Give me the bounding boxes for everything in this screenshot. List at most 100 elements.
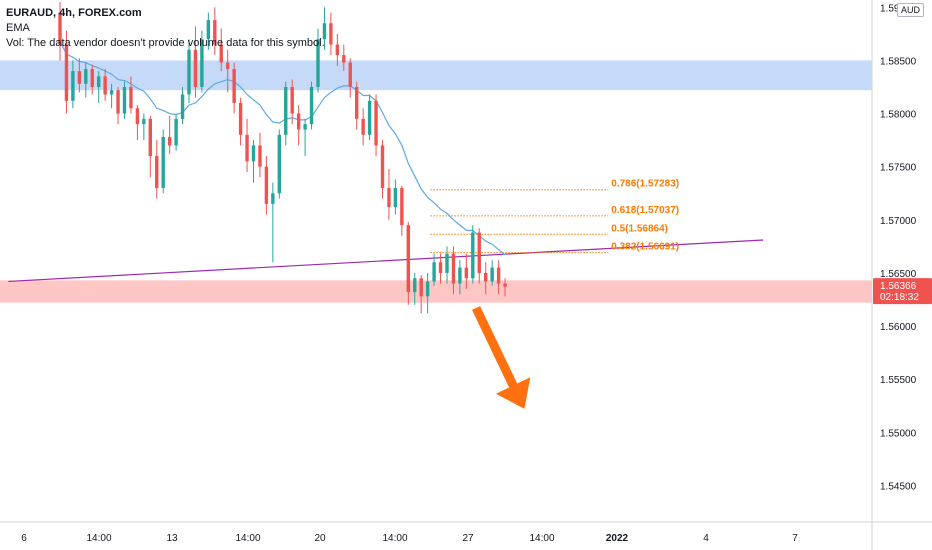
candle: [380, 140, 385, 199]
current-price-value: 1.56366: [880, 281, 917, 292]
time-tick-label: 20: [314, 533, 326, 544]
price-tick-label: 1.57500: [880, 163, 917, 174]
price-tick-label: 1.55000: [880, 428, 917, 439]
currency-label[interactable]: AUD: [896, 3, 924, 17]
candle: [251, 140, 256, 183]
symbol-title[interactable]: EURAUD, 4h, FOREX.com: [6, 7, 142, 19]
candle: [374, 94, 378, 157]
candle-body: [432, 262, 436, 282]
candle: [361, 108, 365, 146]
candle: [174, 113, 178, 151]
candle: [116, 87, 120, 125]
candle-body: [490, 267, 494, 282]
time-tick-label: 14:00: [86, 533, 111, 544]
candle: [367, 94, 372, 141]
ema-legend[interactable]: EMA: [6, 22, 30, 34]
candle-body: [316, 39, 320, 87]
candle: [445, 246, 449, 284]
candle-body: [64, 44, 69, 101]
candle-body: [232, 68, 236, 103]
candle: [180, 87, 185, 125]
candle-body: [290, 87, 294, 114]
candle-body: [387, 187, 391, 208]
candle: [213, 7, 217, 56]
candle: [206, 12, 211, 50]
candle: [84, 62, 88, 98]
candle-body: [161, 136, 165, 188]
support-zone: [0, 280, 872, 303]
candle: [329, 12, 333, 56]
time-tick-label: 7: [792, 533, 798, 544]
candle-body: [103, 76, 107, 95]
candle: [64, 30, 69, 114]
candle-body: [129, 87, 133, 109]
candle-body: [342, 55, 346, 63]
candle: [471, 225, 475, 284]
candle-body: [335, 44, 340, 56]
candle-body: [109, 90, 114, 95]
candle-body: [309, 87, 314, 125]
candle-body: [367, 100, 372, 135]
candle: [400, 185, 404, 236]
candle-body: [238, 102, 243, 135]
candle-body: [155, 156, 159, 188]
price-tick-label: 1.56000: [880, 322, 917, 333]
candle: [496, 260, 501, 295]
candle-body: [180, 94, 185, 119]
time-tick-label: 14:00: [235, 533, 260, 544]
candle-body: [142, 118, 146, 125]
candle-body: [84, 68, 88, 84]
candle-body: [329, 23, 333, 45]
candle: [290, 79, 294, 125]
price-tick-label: 1.56500: [880, 269, 917, 280]
candle-body: [200, 39, 204, 87]
candle-body: [348, 62, 352, 87]
candle: [135, 105, 140, 141]
candle-body: [174, 118, 178, 146]
candle-body: [284, 87, 288, 135]
candle-body: [464, 267, 469, 279]
candle-body: [245, 134, 249, 162]
candle-body: [135, 108, 140, 125]
candle: [187, 39, 191, 103]
candle: [264, 156, 269, 215]
candle-body: [322, 23, 327, 40]
candle: [484, 262, 488, 295]
down-arrow: [472, 306, 531, 409]
candle-body: [122, 87, 127, 114]
price-tag-bg: [873, 278, 932, 305]
candle-body: [445, 253, 449, 273]
candle-body: [116, 90, 120, 114]
candle-body: [400, 187, 404, 226]
candle: [316, 28, 320, 93]
candle-body: [380, 145, 385, 188]
time-tick-label: 13: [166, 533, 178, 544]
candle: [438, 253, 443, 284]
candle: [58, 2, 62, 61]
candle-body: [193, 49, 198, 87]
candle: [451, 246, 456, 295]
candle: [335, 33, 340, 66]
candle: [193, 26, 198, 98]
candle-body: [264, 166, 269, 204]
candle-body: [355, 87, 359, 119]
candle-body: [167, 136, 172, 146]
candle-body: [90, 68, 94, 87]
volume-legend[interactable]: Vol: The data vendor doesn't provide vol…: [6, 37, 325, 49]
candle-body: [406, 225, 410, 293]
candle: [122, 81, 127, 119]
candle: [129, 76, 133, 114]
fib-level-label: 0.5(1.56864): [611, 223, 668, 234]
candle-body: [187, 49, 191, 95]
time-tick-label: 27: [462, 533, 474, 544]
candle: [258, 132, 262, 178]
candle: [425, 272, 430, 314]
candle-body: [148, 118, 152, 157]
candle: [348, 58, 352, 98]
candle-body: [251, 145, 256, 162]
candle: [464, 253, 469, 289]
fib-level-label: 0.382(1.56691): [611, 242, 679, 253]
candle: [393, 179, 398, 215]
